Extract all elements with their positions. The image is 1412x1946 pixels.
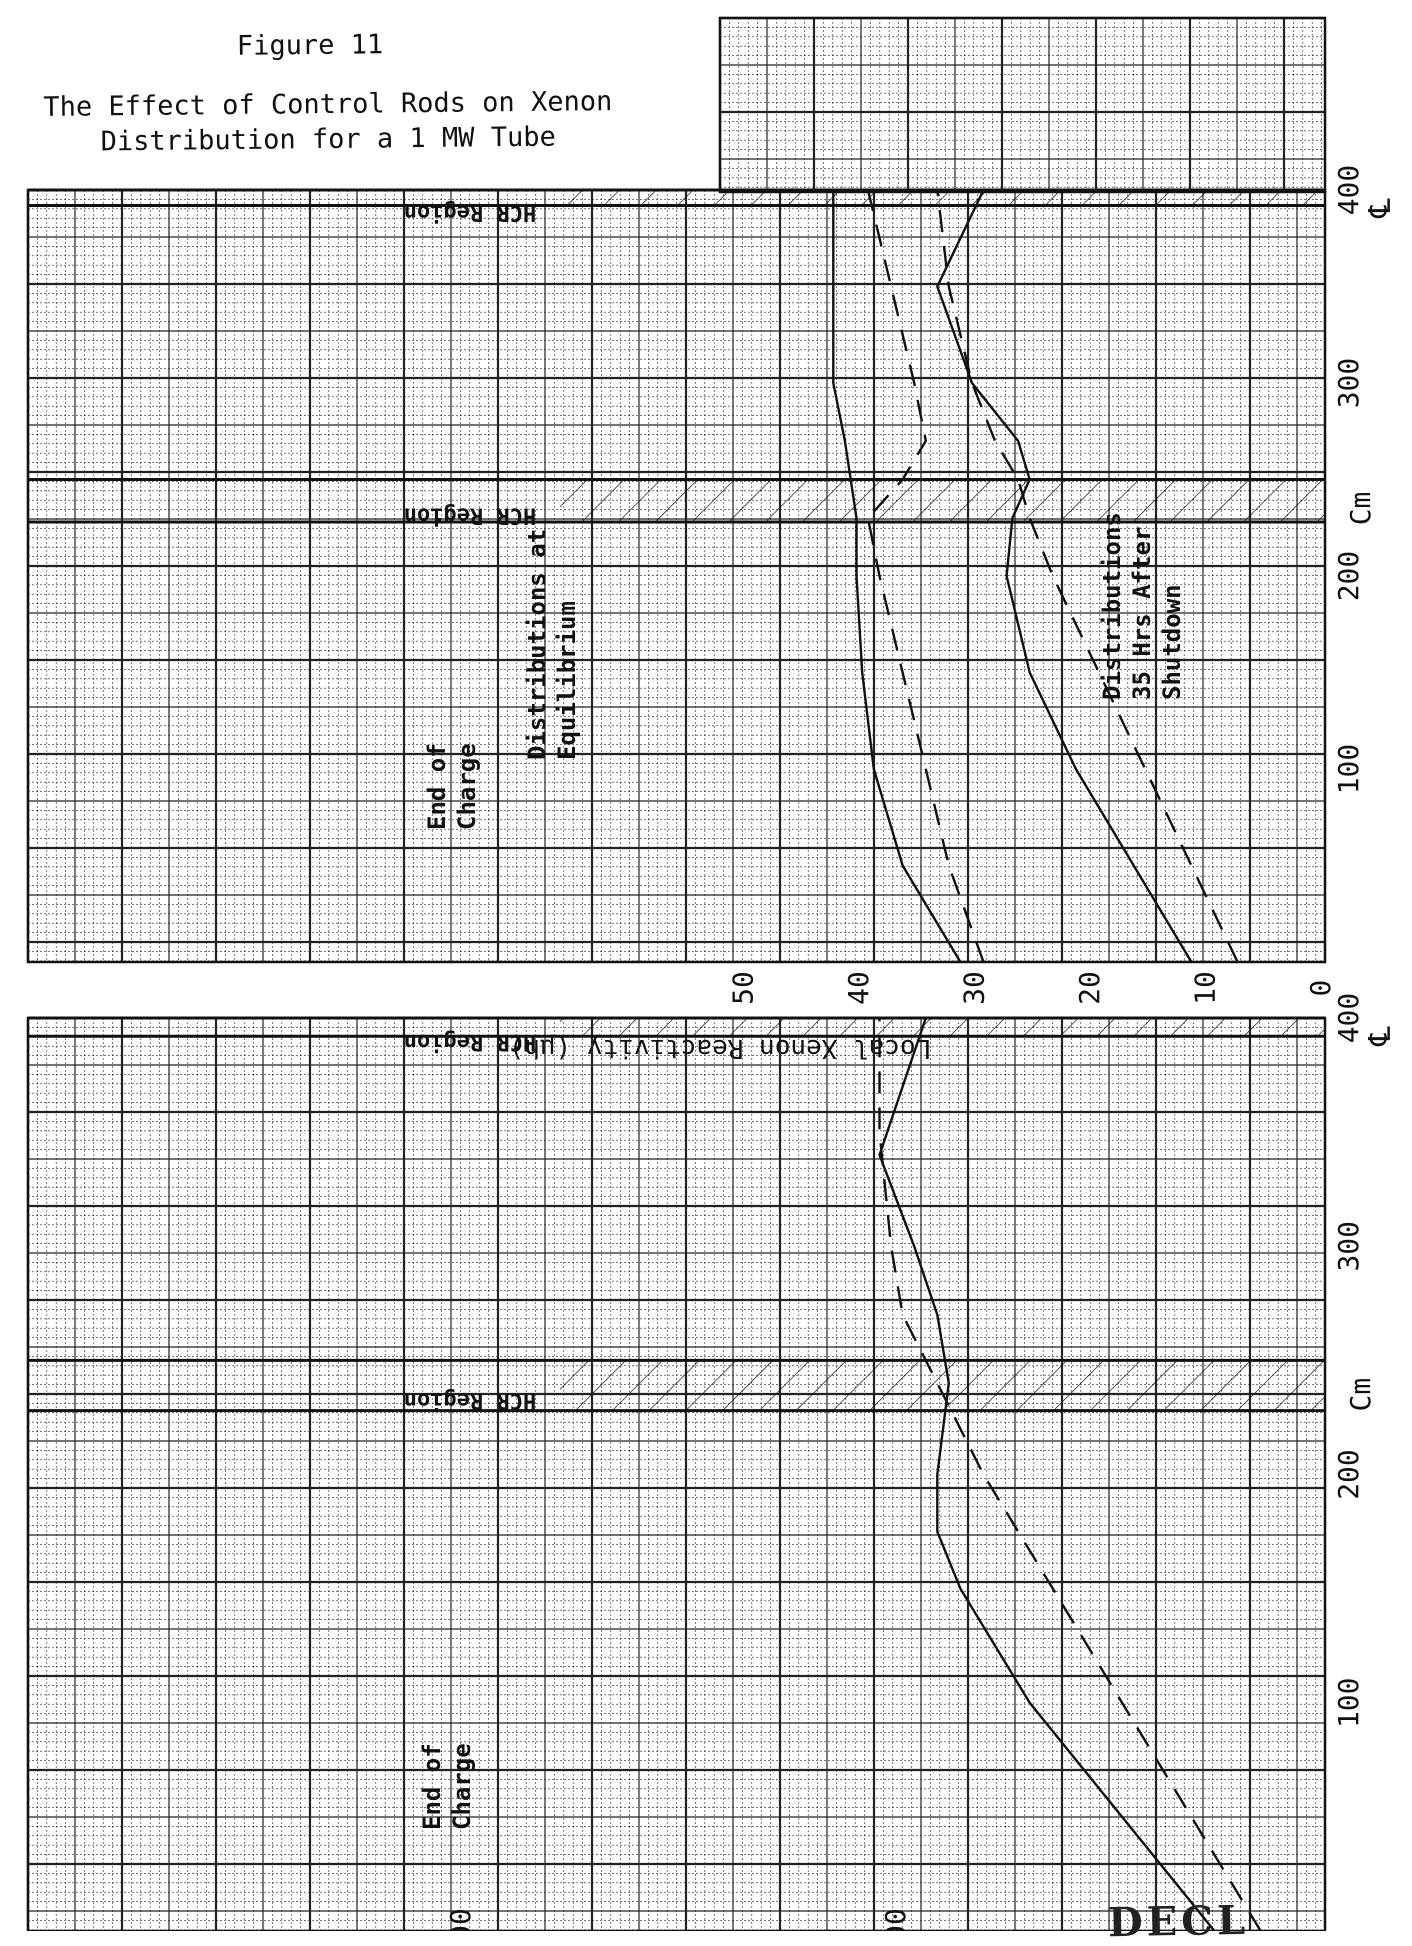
y-tick-label-upper-10: 10 (1189, 971, 1222, 1005)
annotation-upper-0-line-1: Charge (453, 743, 481, 830)
declassification-stamp: DECL (1107, 1896, 1250, 1946)
annotation-upper-2-line-2: Shutdown (1158, 584, 1186, 700)
centerline-label-upper: ℄ (1363, 198, 1398, 219)
series-line-upper-1 (866, 189, 985, 963)
x-unit-label-lower: Cm (1344, 1378, 1377, 1412)
annotation-upper-2-line-0: Distributions (1098, 512, 1126, 700)
annotation-upper-1-line-1: Equilibrium (553, 601, 581, 760)
x-tick-label-upper-300: 300 (1332, 358, 1365, 409)
hcr-hatch-lower-0 (560, 1360, 1325, 1411)
hcr-hatch-upper-1 (560, 190, 1325, 206)
x-tick-label-lower-200: 200 (1332, 1449, 1365, 1500)
x-unit-label-upper: Cm (1344, 492, 1377, 526)
x-tick-label-lower-400: 400 (1332, 993, 1365, 1044)
hcr-hatch-lower-1 (560, 1018, 1325, 1037)
y-tick-partial-lower-0: 00 (444, 1908, 477, 1931)
x-tick-label-upper-100: 100 (1332, 744, 1365, 795)
hcr-region-label-upper-0: HCR Region (404, 503, 536, 528)
series-line-upper-3 (936, 189, 1239, 963)
x-tick-label-lower-300: 300 (1332, 1221, 1365, 1272)
hcr-region-label-lower-0: HCR Region (404, 1387, 536, 1412)
y-tick-label-upper-30: 30 (958, 971, 991, 1005)
x-tick-label-upper-400: 400 (1332, 165, 1365, 216)
y-tick-label-upper-50: 50 (727, 971, 760, 1005)
hcr-region-label-lower-1: HCR Region (404, 1029, 536, 1054)
series-line-lower-1 (878, 1018, 1262, 1931)
centerline-label-lower: ℄ (1363, 1026, 1398, 1047)
series-line-upper-0 (832, 190, 962, 963)
series-line-lower-0 (878, 1017, 1216, 1931)
annotation-upper-2-line-1: 35 Hrs After (1128, 527, 1156, 700)
y-tick-label-upper-40: 40 (842, 971, 875, 1005)
hcr-hatch-upper-0 (560, 479, 1325, 522)
x-tick-label-lower-100: 100 (1332, 1677, 1365, 1728)
hcr-region-label-upper-1: HCR Region (404, 200, 536, 225)
annotation-upper-0-line-0: End of (423, 743, 451, 830)
y-axis-label-upper: Local Xenon Reactivity (μh) (509, 1033, 932, 1063)
upper-chart-panel: HCR Region HCR Region 100 200 300 400 Cm ℄ 0 10 20… (26, 165, 1398, 1063)
y-tick-label-upper-20: 20 (1073, 971, 1106, 1005)
x-tick-label-upper-200: 200 (1332, 551, 1365, 602)
annotation-lower-0-line-1: Charge (448, 1743, 476, 1830)
series-line-upper-2 (936, 189, 1193, 963)
y-tick-partial-lower-1: 00 (879, 1908, 912, 1931)
annotation-lower-0-line-0: End of (418, 1743, 446, 1830)
annotation-upper-1-line-0: Distributions at (523, 529, 551, 760)
top-right-grid-block (718, 16, 1327, 194)
y-tick-label-upper-0: 0 (1304, 980, 1337, 997)
lower-chart-panel: HCR Region HCR Region 100 200 300 400 Cm ℄ 00 00 E… (26, 993, 1398, 1931)
